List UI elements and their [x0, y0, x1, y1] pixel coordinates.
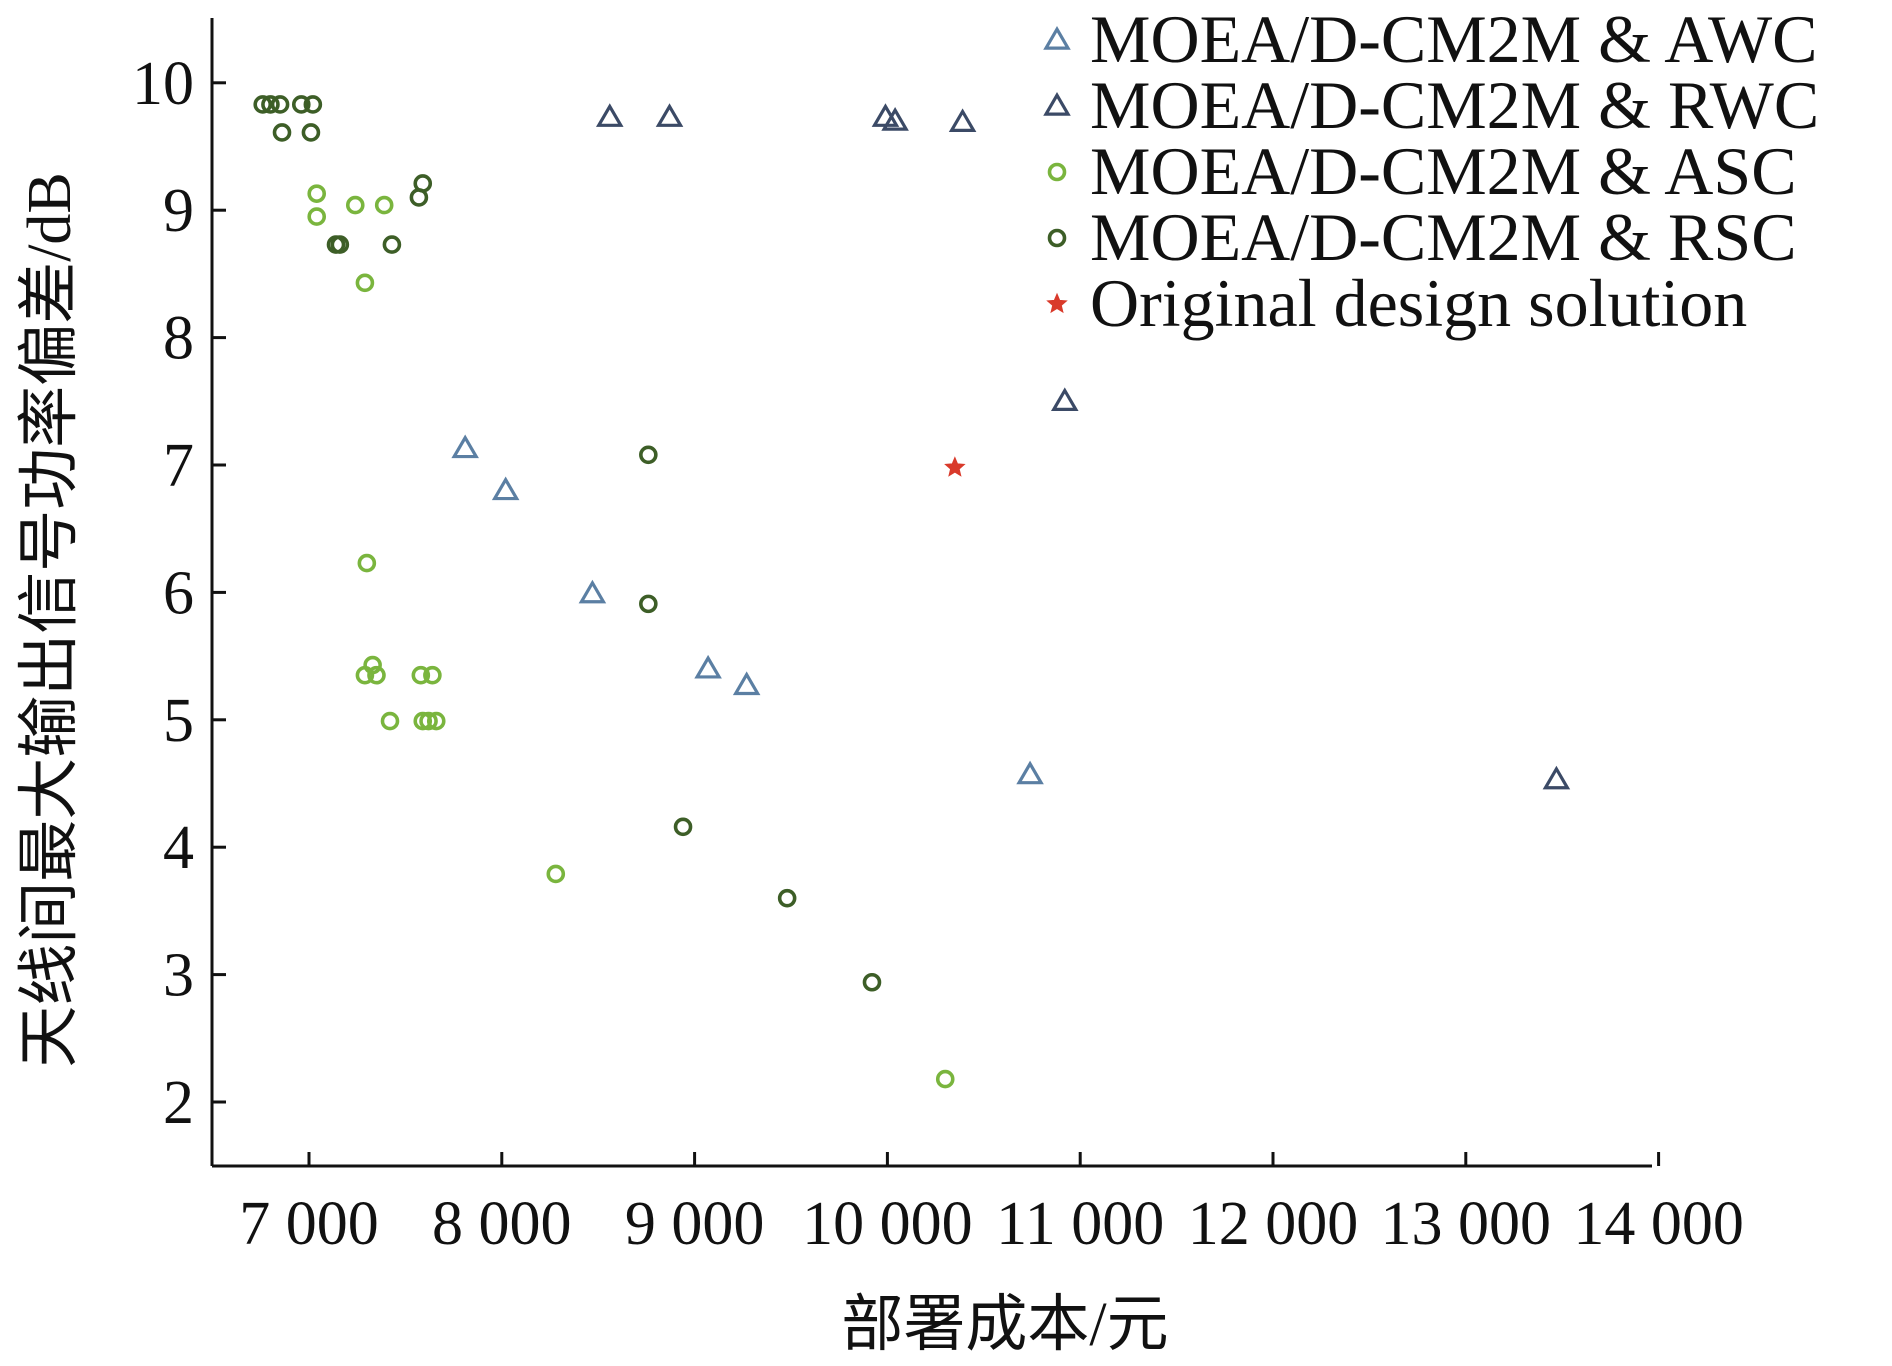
legend-label: MOEA/D-CM2M & RSC — [1090, 199, 1797, 275]
legend-marker — [1043, 92, 1071, 116]
data-point — [655, 103, 684, 127]
data-point — [673, 817, 693, 837]
y-tick-label: 6 — [163, 559, 194, 627]
data-point — [1542, 765, 1571, 790]
legend-item: MOEA/D-CM2M & RSC — [1047, 199, 1797, 275]
y-tick-label: 4 — [163, 814, 194, 882]
data-point — [944, 456, 966, 477]
data-point — [307, 207, 327, 226]
data-point — [409, 188, 429, 207]
x-tick-label: 7 000 — [239, 1190, 379, 1258]
data-point — [639, 445, 658, 465]
data-point — [345, 195, 365, 215]
legend-marker — [1046, 292, 1068, 314]
legend-label: Original design solution — [1090, 265, 1747, 341]
data-point — [732, 671, 761, 696]
data-point — [1016, 760, 1044, 785]
data-point — [307, 184, 327, 203]
legend-marker — [1043, 26, 1071, 50]
series-2 — [595, 103, 1571, 790]
x-tick-label: 11 000 — [996, 1190, 1164, 1258]
data-point — [380, 711, 400, 731]
data-point — [330, 235, 350, 254]
legend-item: Original design solution — [1046, 265, 1747, 341]
data-point — [291, 95, 311, 114]
data-point — [419, 711, 438, 731]
series-5 — [944, 456, 966, 477]
data-point — [1050, 387, 1079, 411]
data-point — [367, 665, 386, 685]
data-point — [270, 95, 290, 114]
y-tick-label: 2 — [163, 1069, 194, 1137]
data-point — [382, 235, 402, 254]
x-tick-label: 14 000 — [1573, 1190, 1744, 1258]
y-tick-label: 8 — [163, 305, 194, 373]
series-1 — [451, 434, 1044, 785]
x-tick-label: 10 000 — [802, 1190, 973, 1258]
y-tick-label: 3 — [163, 942, 194, 1010]
legend-label: MOEA/D-CM2M & RWC — [1090, 67, 1819, 143]
data-point — [272, 123, 292, 142]
data-point — [694, 654, 722, 679]
x-tick-label: 9 000 — [625, 1190, 765, 1258]
legend-label: MOEA/D-CM2M & ASC — [1090, 133, 1797, 209]
data-point — [777, 888, 797, 908]
data-point — [426, 711, 446, 731]
data-point — [303, 95, 323, 114]
legend-item: MOEA/D-CM2M & RWC — [1043, 67, 1819, 143]
data-point — [881, 107, 909, 131]
data-point — [301, 123, 321, 142]
data-point — [491, 476, 520, 501]
x-tick-label: 12 000 — [1188, 1190, 1359, 1258]
legend-marker — [1047, 162, 1067, 182]
x-axis-title: 部署成本/元 — [841, 1291, 1168, 1359]
data-point — [261, 95, 280, 114]
data-point — [578, 579, 607, 604]
x-tick-label: 13 000 — [1381, 1190, 1552, 1258]
data-point — [355, 273, 375, 293]
data-point — [546, 864, 566, 884]
data-point — [363, 655, 382, 675]
x-tick-label: 8 000 — [432, 1190, 572, 1258]
legend-item: MOEA/D-CM2M & AWC — [1043, 1, 1817, 77]
data-point — [862, 972, 882, 992]
y-axis-title: 天线间最大输出信号功率偏差/dB — [16, 172, 84, 1068]
y-tick-label: 9 — [163, 177, 194, 245]
legend-item: MOEA/D-CM2M & ASC — [1047, 133, 1797, 209]
data-points — [253, 95, 1571, 1089]
series-4 — [253, 95, 882, 992]
data-point — [374, 195, 394, 215]
y-tick-label: 7 — [163, 432, 194, 500]
y-tick-label: 5 — [163, 687, 194, 755]
legend-label: MOEA/D-CM2M & AWC — [1090, 1, 1817, 77]
y-tick-label: 10 — [132, 50, 194, 118]
data-point — [423, 665, 442, 685]
data-point — [357, 553, 377, 573]
data-point — [595, 103, 624, 127]
legend-marker — [1047, 228, 1067, 248]
data-point — [451, 434, 479, 459]
ticks: 7 000 8 000 9 000 10 000 11 000 12 000 13 000 1… — [132, 50, 1744, 1258]
data-point — [948, 108, 977, 132]
data-point — [411, 665, 431, 685]
data-point — [935, 1069, 955, 1089]
data-point — [639, 594, 658, 614]
data-point — [253, 95, 273, 114]
series-3 — [307, 184, 955, 1089]
